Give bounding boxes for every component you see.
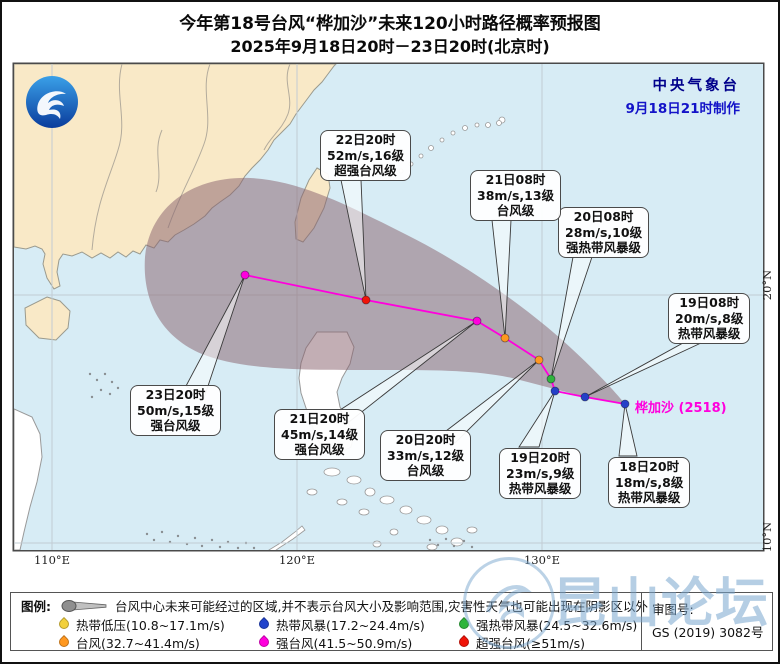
legend-item: 强台风(41.5~50.9m/s) xyxy=(256,633,457,652)
map-area xyxy=(14,64,763,550)
map-approval-box: 审图号: GS (2019) 3082号 xyxy=(641,593,772,650)
legend-item: 强热带风暴(24.5~32.6m/s) xyxy=(456,615,657,634)
legend-marker-icon xyxy=(256,634,272,650)
approval-number: GS (2019) 3082号 xyxy=(652,625,764,640)
legend-item: 热带低压(10.8~17.1m/s) xyxy=(56,615,257,634)
track-point-20-20 xyxy=(534,355,544,365)
xtick-130e: 130°E xyxy=(523,553,561,567)
hainan-island xyxy=(24,296,71,341)
legend-title: 图例: xyxy=(21,599,51,614)
track-point-22-20 xyxy=(361,295,371,305)
legend-marker-icon xyxy=(256,616,272,632)
vietnam-coast xyxy=(14,408,43,550)
cone-icon xyxy=(61,599,107,612)
reef-dots xyxy=(88,372,474,550)
ytick-20n: 20°N xyxy=(760,269,774,301)
track-point-20-08 xyxy=(546,374,556,384)
track-point-19-08 xyxy=(580,392,590,402)
cma-logo-icon xyxy=(26,76,78,128)
legend-item: 热带风暴(17.2~24.4m/s) xyxy=(256,615,457,634)
track-point-23-20 xyxy=(240,270,250,280)
legend-marker-icon xyxy=(456,616,472,632)
approval-label: 审图号: xyxy=(652,602,694,617)
legend-marker-icon xyxy=(56,634,72,650)
xtick-120e: 120°E xyxy=(278,553,316,567)
legend-panel: 图例: 台风中心未来可能经过的区域,并不表示台风大小及影响范围,灾害性天气也可能… xyxy=(10,592,773,651)
legend-row: 台风(32.7~41.4m/s) 强台风(41.5~50.9m/s) 超强台风(≥5… xyxy=(56,632,657,652)
probability-cone xyxy=(144,177,625,404)
legend-marker-icon xyxy=(56,616,72,632)
page-title: 今年第18号台风“桦加沙”未来120小时路径概率预报图 xyxy=(179,14,601,34)
xtick-110e: 110°E xyxy=(33,553,71,567)
agency-issue-time: 9月18日21时制作 xyxy=(625,101,740,117)
current-storm-label: 桦加沙 (2518) xyxy=(635,401,727,416)
track-point-18-20 xyxy=(620,399,630,409)
legend-item: 台风(32.7~41.4m/s) xyxy=(56,633,257,652)
label-pointer xyxy=(518,390,556,448)
track-point-21-20 xyxy=(472,316,482,326)
legend-cone-text: 台风中心未来可能经过的区域,并不表示台风大小及影响范围,灾害性天气也可能出现在阴… xyxy=(115,599,648,614)
map-canvas xyxy=(14,64,763,550)
legend-marker-icon xyxy=(456,634,472,650)
track-point-19-20 xyxy=(550,386,560,396)
legend-item: 超强台风(≥51m/s) xyxy=(456,633,657,652)
ytick-10n: 10°N xyxy=(760,521,774,553)
track-point-21-08 xyxy=(500,333,510,343)
forecast-track-layer xyxy=(144,177,702,457)
legend-row: 热带低压(10.8~17.1m/s) 热带风暴(17.2~24.4m/s) 强热带风… xyxy=(56,614,657,634)
page-subtitle: 2025年9月18日20时－23日20时(北京时) xyxy=(230,37,550,56)
legend-cone-row: 图例: 台风中心未来可能经过的区域,并不表示台风大小及影响范围,灾害性天气也可能… xyxy=(21,596,648,615)
label-pointer xyxy=(618,403,638,457)
agency-name: 中央气象台 xyxy=(652,78,740,94)
agency-block: 中央气象台 9月18日21时制作 xyxy=(626,74,740,117)
